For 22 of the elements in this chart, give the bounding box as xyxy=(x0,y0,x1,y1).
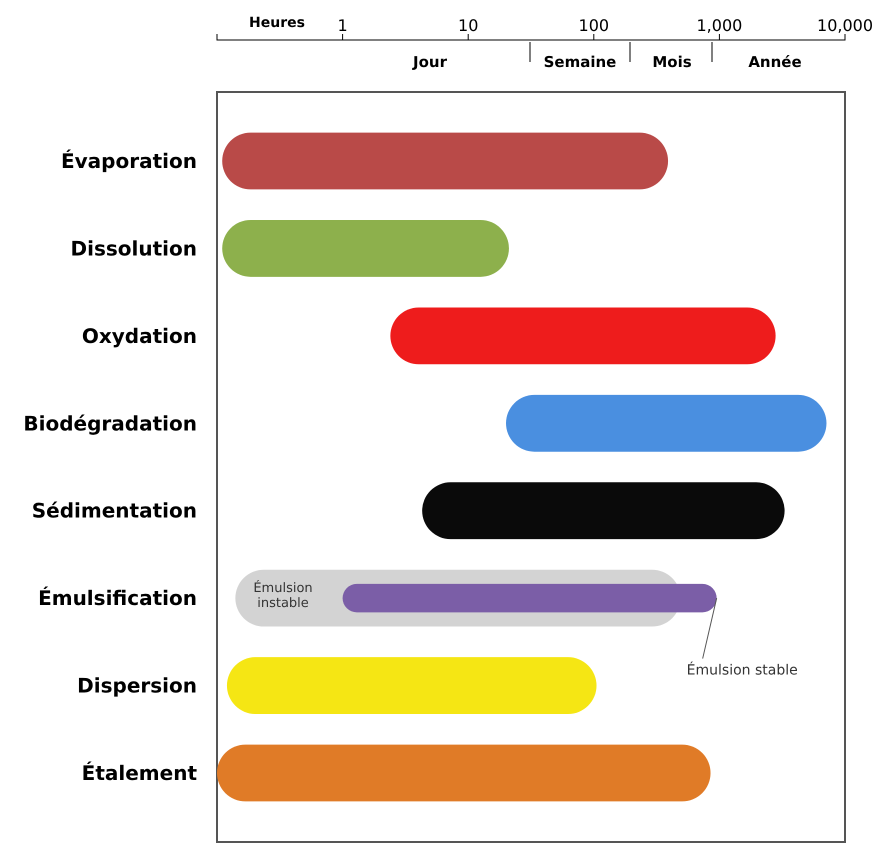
text: Mois xyxy=(652,53,692,71)
x-tick-label: 100 xyxy=(578,16,610,35)
x-tick-label: 10,000 xyxy=(817,16,873,35)
text: Jour xyxy=(412,53,448,71)
y-tick-label: Dispersion xyxy=(77,674,197,698)
x-tick-label: 1 xyxy=(338,16,348,35)
text: Semaine xyxy=(544,53,616,71)
text: Année xyxy=(748,53,802,71)
x-tick-label: 1,000 xyxy=(696,16,742,35)
y-tick-label: Évaporation xyxy=(60,149,197,174)
y-tick-label: Biodégradation xyxy=(23,411,197,436)
y-tick-label: Sédimentation xyxy=(32,498,197,523)
bar xyxy=(217,744,711,802)
annotation: Émulsion stable xyxy=(686,662,798,679)
y-tick-label: Dissolution xyxy=(70,236,197,260)
y-tick-label: Étalement xyxy=(82,760,198,785)
bar xyxy=(342,584,717,612)
y-tick-label: Oxydation xyxy=(82,324,197,348)
x-axis-title: Heures xyxy=(249,15,305,31)
x-tick-label: 10 xyxy=(458,16,478,35)
annotation: Émulsion instable xyxy=(253,579,313,612)
y-tick-label: Émulsification xyxy=(38,586,197,610)
